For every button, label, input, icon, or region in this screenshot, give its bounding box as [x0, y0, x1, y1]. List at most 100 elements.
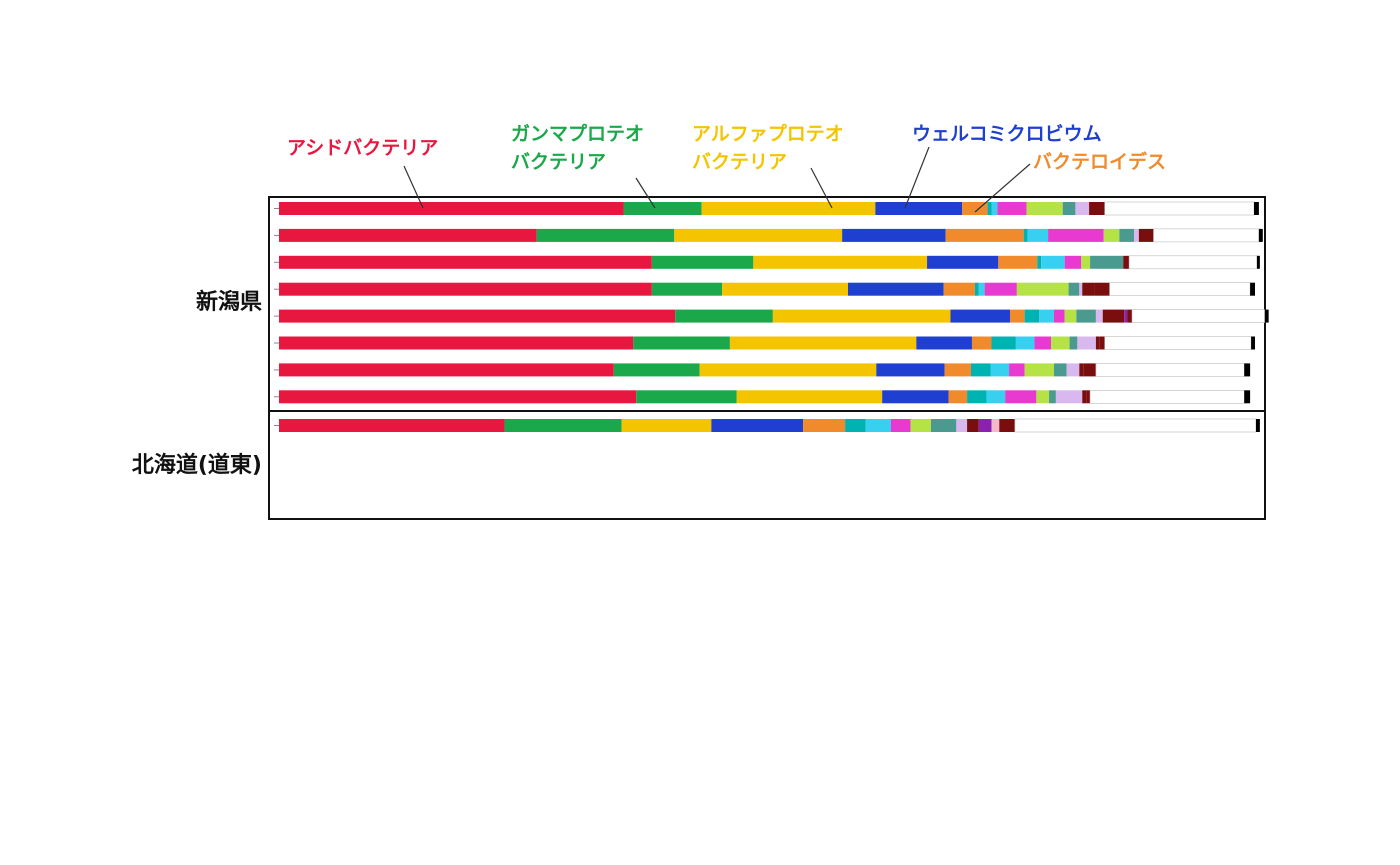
bar-segment	[974, 282, 979, 296]
bar-segment	[1036, 390, 1050, 404]
bar-segment	[1119, 228, 1134, 242]
bar-segment	[943, 282, 975, 296]
bar-segment	[927, 255, 999, 269]
bar-segment	[971, 336, 992, 350]
legend-label: バクテリア	[692, 151, 787, 173]
bar-segment	[711, 419, 804, 432]
bar-segment	[1124, 309, 1128, 323]
bar-segment	[651, 282, 723, 296]
legend-label: アシドバクテリア	[287, 137, 438, 159]
bar-segment	[1153, 228, 1260, 243]
bar-segment	[1023, 228, 1028, 242]
bar-segment	[1086, 390, 1091, 404]
bar-segment	[675, 309, 773, 323]
bar-segment	[967, 390, 987, 404]
bar-segment	[1089, 202, 1105, 215]
bar-segment	[1102, 309, 1125, 323]
bar-segment	[984, 282, 1017, 296]
bar-segment	[1095, 309, 1103, 323]
bar-segment	[1123, 255, 1130, 269]
bar-segment	[997, 202, 1027, 215]
bar-segment	[279, 202, 624, 215]
bar-segment	[848, 282, 944, 296]
bar-segment	[1048, 228, 1104, 242]
bar-segment	[1128, 255, 1258, 270]
bar-segment	[890, 419, 911, 432]
bar-segment	[1053, 363, 1067, 377]
bar-segment	[1066, 363, 1080, 377]
bar-segment	[279, 363, 614, 377]
bar-segment	[1264, 309, 1269, 323]
legend-label: バクテロイデス	[1033, 150, 1166, 173]
bar-segment	[1133, 228, 1139, 242]
bar-segment	[1041, 255, 1065, 269]
bar-segment	[504, 419, 622, 432]
bar-segment	[1051, 336, 1070, 350]
legend-leader-line	[904, 146, 930, 209]
bar-segment	[1250, 282, 1255, 296]
bar-segment	[1082, 282, 1095, 296]
bar-segment	[990, 363, 1010, 377]
bar-segment	[1079, 282, 1083, 296]
bar-segment	[803, 419, 846, 432]
bar-segment	[736, 390, 883, 404]
bar-segment	[978, 282, 985, 296]
bar-segment	[279, 390, 637, 404]
bar-segment	[944, 363, 971, 377]
legend-label: ガンマプロテオ	[511, 122, 644, 145]
bar-segment	[948, 390, 968, 404]
bar-segment	[1258, 228, 1263, 242]
group-label: 新潟県	[196, 289, 262, 315]
bar-segment	[279, 228, 537, 242]
bar-segment	[729, 336, 917, 350]
bar-segment	[1024, 363, 1054, 377]
bar-segment	[967, 419, 979, 432]
legend-label: バクテリア	[511, 151, 606, 173]
bar-segment	[621, 419, 712, 432]
bar-segment	[1138, 228, 1154, 242]
bar-segment	[279, 419, 505, 432]
bar-segment	[845, 419, 866, 432]
bar-segment	[1244, 363, 1251, 377]
legend-label: アルファプロテオ	[692, 122, 844, 145]
bar-segment	[613, 363, 700, 377]
bar-segment	[633, 336, 730, 350]
bar-segment	[1083, 363, 1096, 377]
bar-segment	[1256, 255, 1260, 269]
bar-segment	[701, 202, 876, 215]
bar-segment	[916, 336, 972, 350]
group-label: 北海道(道東)	[132, 452, 262, 478]
bar-segment	[1015, 336, 1035, 350]
legend-leader-line	[974, 163, 1031, 213]
bar-segment	[699, 363, 877, 377]
bar-segment	[842, 228, 946, 242]
bar-segment	[1131, 309, 1266, 323]
bar-segment	[882, 390, 949, 404]
group-frame	[268, 410, 1266, 520]
bar-segment	[999, 419, 1015, 432]
bar-segment	[986, 390, 1006, 404]
bar-segment	[930, 419, 957, 432]
bar-segment	[1062, 202, 1076, 215]
bar-segment	[865, 419, 891, 432]
bar-segment	[753, 255, 928, 269]
bar-segment	[1090, 255, 1124, 269]
bar-segment	[1081, 255, 1091, 269]
bar-segment	[1099, 336, 1105, 350]
bar-segment	[1077, 336, 1096, 350]
bar-segment	[1255, 419, 1260, 432]
bar-segment	[722, 282, 848, 296]
legend-leader-line	[635, 177, 656, 209]
bar-segment	[279, 309, 676, 323]
bar-segment	[772, 309, 951, 323]
bar-segment	[956, 419, 968, 432]
bar-segment	[1075, 202, 1090, 215]
bar-segment	[1089, 389, 1245, 404]
bar-segment	[1103, 228, 1120, 242]
legend-leader-line	[403, 165, 424, 209]
bar-segment	[651, 255, 754, 269]
bar-segment	[876, 363, 945, 377]
bar-segment	[1069, 336, 1078, 350]
bar-segment	[950, 309, 1011, 323]
